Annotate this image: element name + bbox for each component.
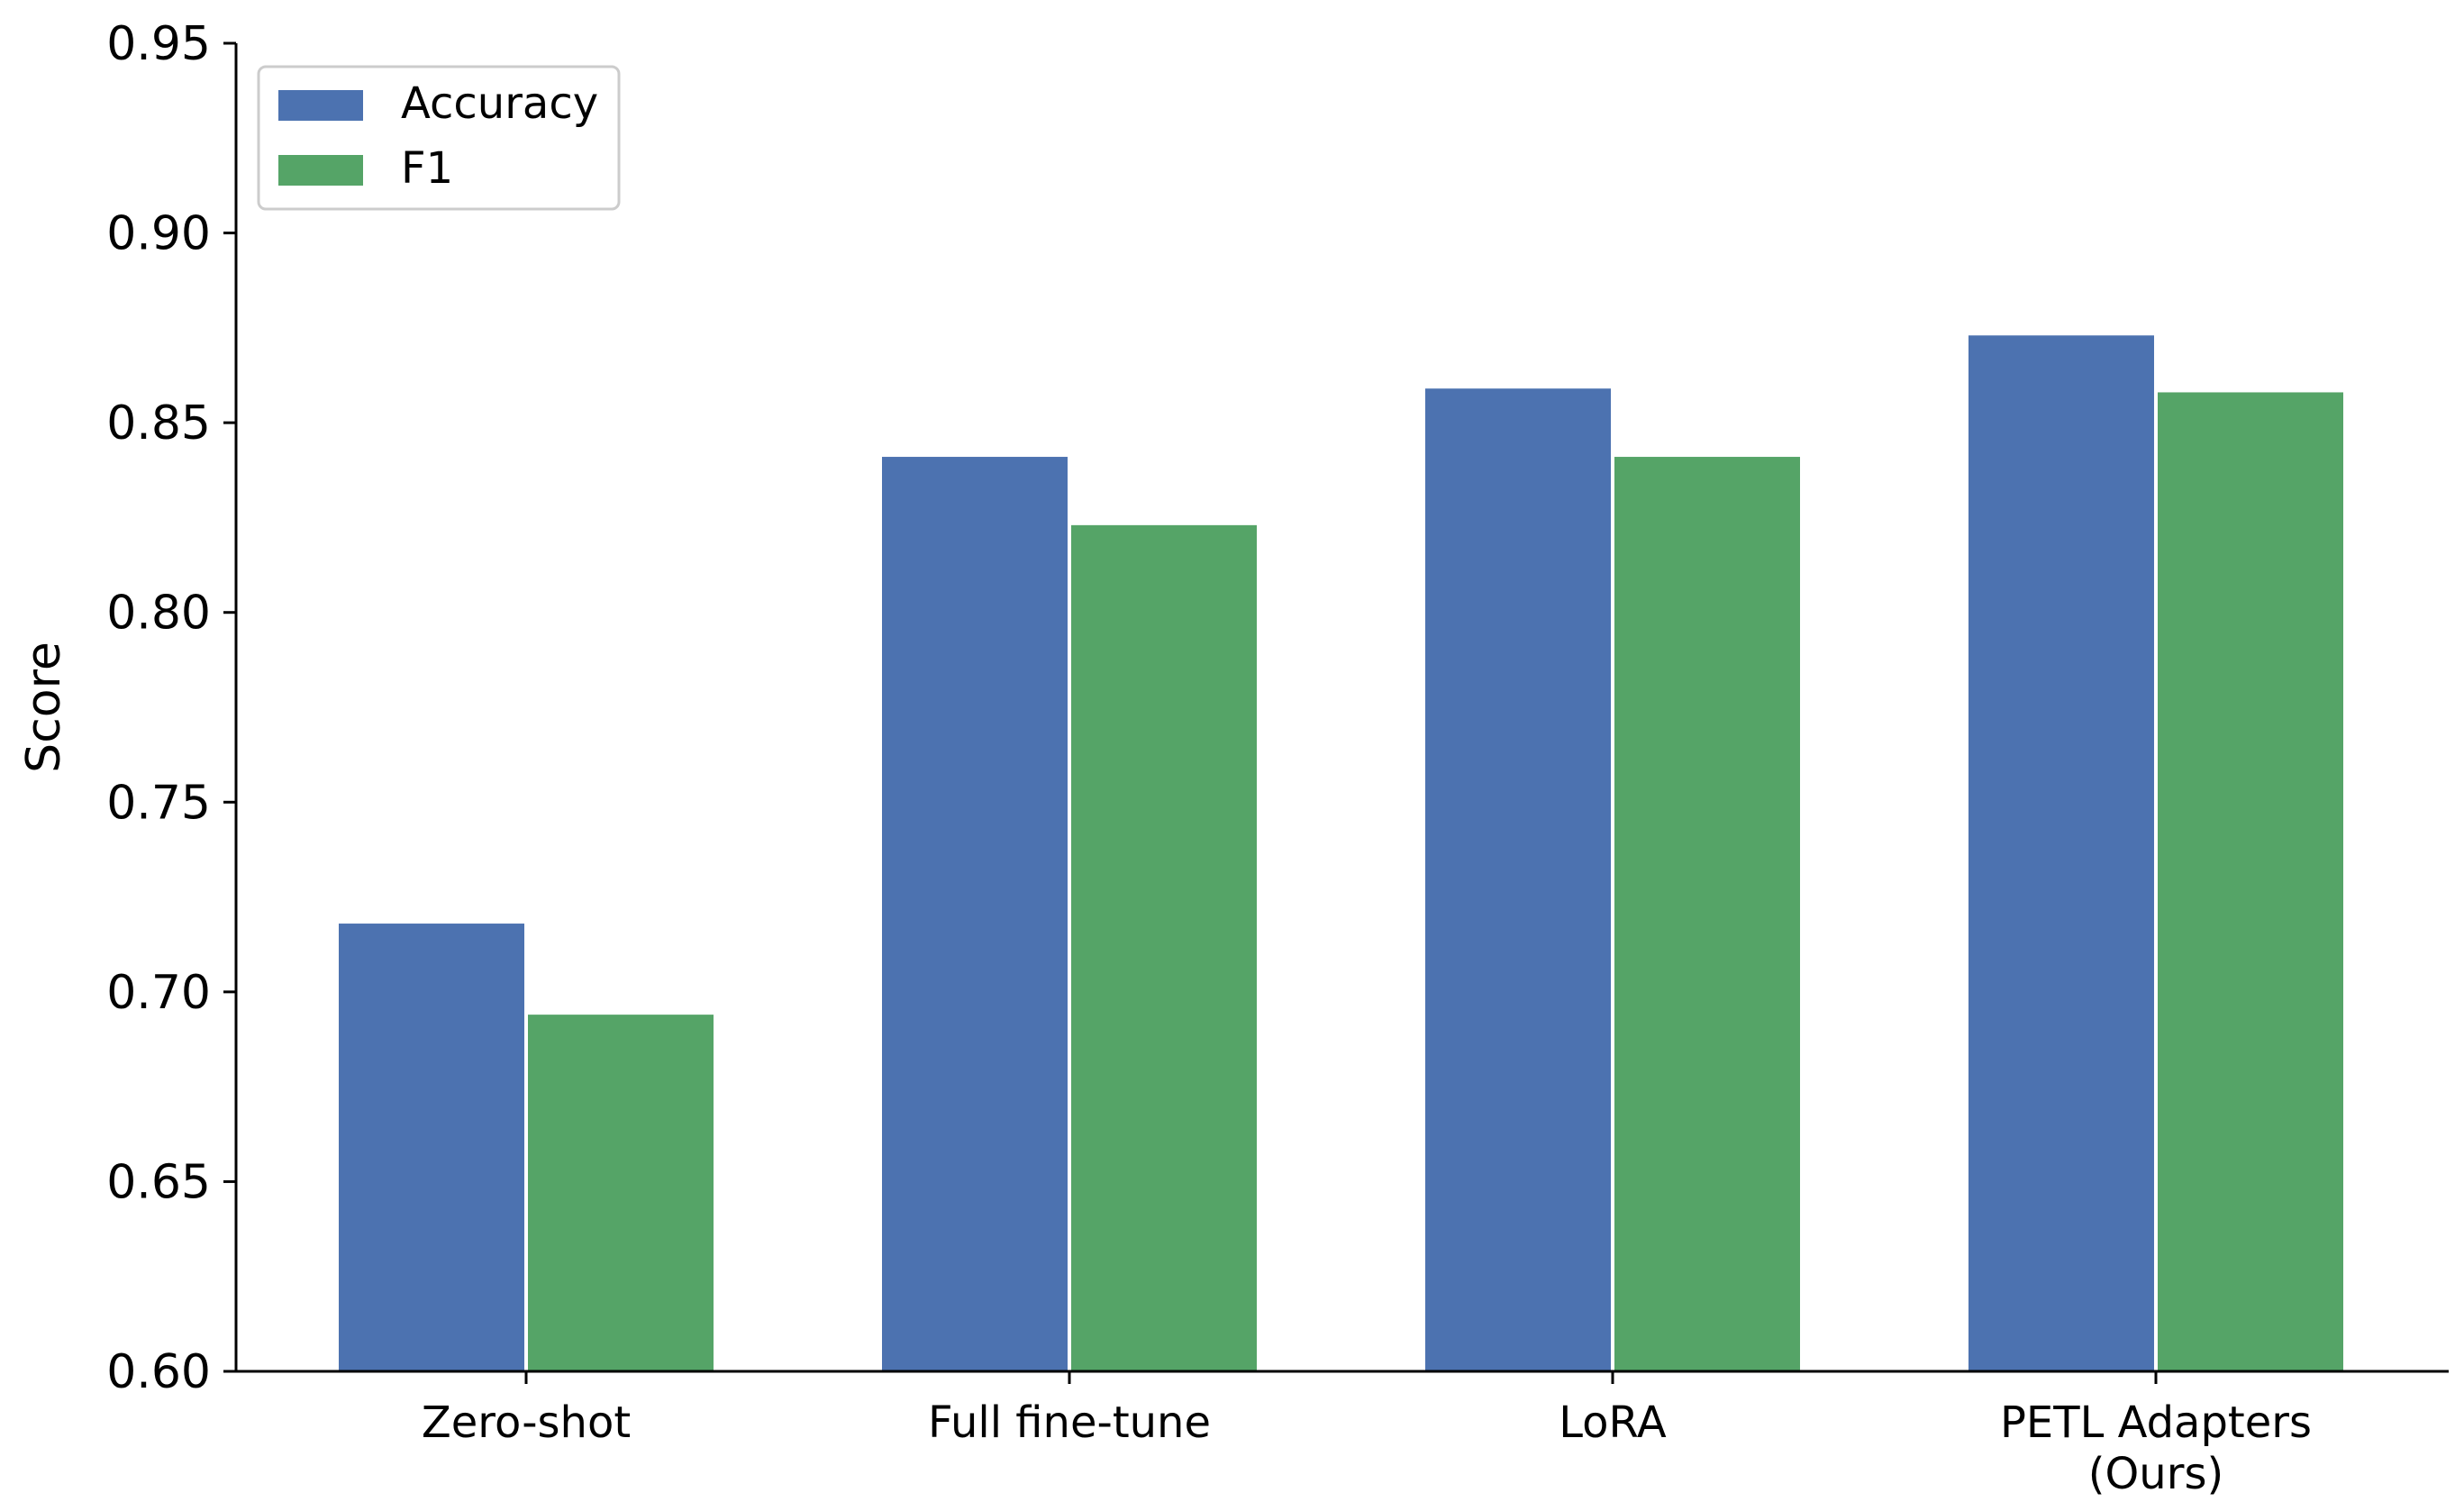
legend-swatch-accuracy <box>278 90 363 121</box>
legend-swatch-f1 <box>278 155 363 186</box>
y-tick-label: 0.70 <box>106 966 211 1020</box>
legend-label-accuracy: Accuracy <box>401 78 598 129</box>
x-tick-label: LoRA <box>1559 1397 1667 1448</box>
bar-accuracy-3 <box>1968 335 2154 1371</box>
y-tick-label: 0.60 <box>106 1345 211 1399</box>
bar-f1-3 <box>2158 392 2343 1371</box>
x-tick-label: Zero-shot <box>422 1397 631 1448</box>
y-tick-label: 0.65 <box>106 1155 211 1209</box>
x-tick-label: PETL Adapters <box>2000 1397 2312 1448</box>
y-tick-label: 0.90 <box>106 207 211 261</box>
y-tick-label: 0.85 <box>106 396 211 451</box>
bar-f1-1 <box>1071 524 1257 1371</box>
y-tick-label: 0.95 <box>106 17 211 71</box>
bar-f1-2 <box>1614 457 1800 1371</box>
bar-accuracy-2 <box>1425 388 1611 1371</box>
y-tick-label: 0.80 <box>106 587 211 641</box>
x-tick-label: Full fine-tune <box>928 1397 1211 1448</box>
bar-accuracy-1 <box>882 457 1068 1371</box>
y-axis-title: Score <box>17 642 71 773</box>
y-tick-label: 0.75 <box>106 776 211 830</box>
bar-accuracy-0 <box>339 924 524 1371</box>
x-tick-label: (Ours) <box>2088 1449 2223 1499</box>
legend-label-f1: F1 <box>401 143 453 194</box>
bar-f1-0 <box>528 1015 714 1371</box>
